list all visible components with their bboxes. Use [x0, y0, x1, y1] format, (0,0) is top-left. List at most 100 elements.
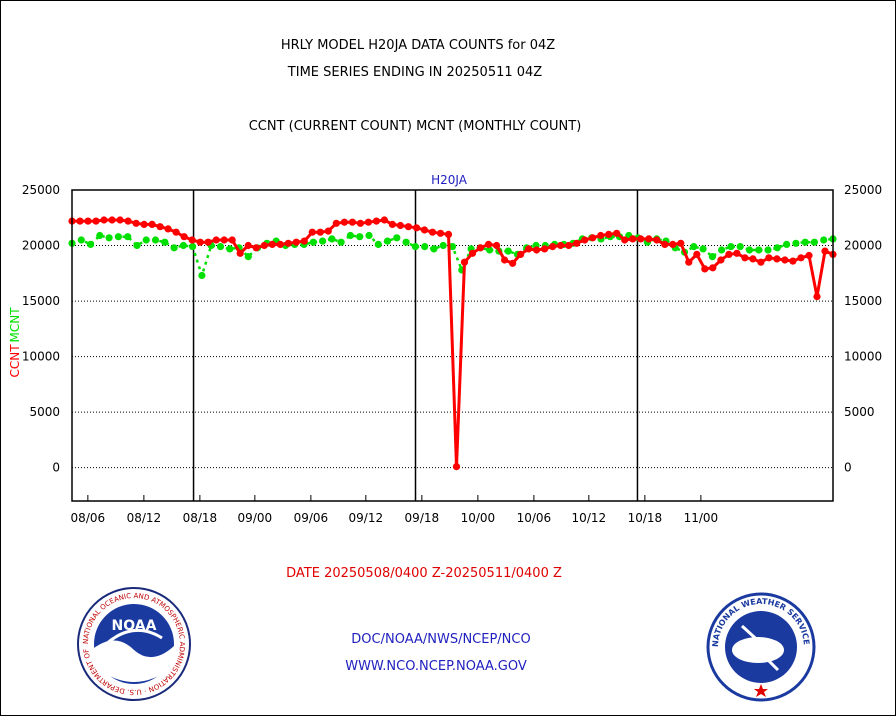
- data-point-ccnt: [300, 237, 308, 245]
- data-point-mcnt: [216, 243, 225, 251]
- website-link[interactable]: WWW.NCO.NCEP.NOAA.GOV: [345, 659, 527, 674]
- y-tick-label-right: 10000: [844, 350, 882, 364]
- data-point-ccnt: [260, 241, 268, 250]
- data-point-mcnt: [226, 245, 234, 253]
- data-point-ccnt: [420, 226, 429, 234]
- x-tick-labels: 08/06 08/12 08/18 09/00 09/06 09/12 09/18 10/00…: [71, 495, 719, 525]
- data-point-ccnt: [316, 228, 324, 236]
- data-point-ccnt: [749, 255, 757, 263]
- data-point-mcnt: [337, 238, 345, 246]
- data-point-ccnt: [597, 231, 605, 240]
- data-point-ccnt: [773, 255, 781, 263]
- data-point-mcnt: [402, 238, 410, 246]
- data-point-ccnt: [517, 250, 525, 258]
- data-point-ccnt: [725, 250, 733, 258]
- x-tick-label: 08/12: [127, 511, 162, 525]
- data-point-mcnt: [133, 241, 141, 250]
- data-point-ccnt: [661, 240, 669, 248]
- data-point-ccnt: [428, 228, 437, 236]
- series-group: [68, 216, 837, 471]
- chart-title-line1: HRLY MODEL H20JA DATA COUNTS for 04Z: [280, 38, 556, 53]
- y-tick-label-left: 20000: [22, 239, 60, 253]
- x-tick-label: 08/18: [183, 511, 218, 525]
- noaa-logo-text: NOAA: [112, 618, 157, 634]
- data-point-ccnt: [140, 220, 148, 228]
- data-point-ccnt: [493, 241, 501, 250]
- data-point-ccnt: [605, 230, 613, 238]
- data-point-ccnt: [701, 265, 709, 273]
- vertical-dividers: [192, 190, 639, 501]
- data-point-mcnt: [365, 231, 373, 240]
- data-point-ccnt: [124, 217, 132, 225]
- data-point-mcnt: [189, 243, 197, 251]
- series-line-mcnt: [71, 234, 834, 277]
- data-point-ccnt: [196, 238, 204, 246]
- data-point-mcnt: [170, 244, 178, 252]
- data-point-ccnt: [116, 216, 124, 224]
- data-point-ccnt: [693, 250, 701, 258]
- data-point-mcnt: [486, 246, 494, 254]
- data-point-mcnt: [810, 238, 819, 246]
- data-point-ccnt: [364, 218, 372, 226]
- y-tick-label-left: 0: [52, 461, 60, 475]
- data-point-mcnt: [699, 245, 707, 253]
- data-point-mcnt: [383, 237, 392, 245]
- data-point-ccnt: [276, 240, 284, 248]
- x-tick-label: 10/18: [628, 511, 663, 525]
- data-point-ccnt: [733, 249, 741, 257]
- data-point-mcnt: [393, 234, 401, 242]
- data-point-ccnt: [525, 245, 533, 253]
- data-point-ccnt: [573, 239, 581, 247]
- data-point-ccnt: [484, 240, 493, 248]
- data-point-mcnt: [105, 234, 113, 242]
- data-point-ccnt: [444, 230, 453, 238]
- y-tick-label-left: 5000: [29, 405, 60, 419]
- data-point-mcnt: [309, 238, 317, 246]
- data-point-ccnt: [108, 216, 116, 224]
- data-point-ccnt: [268, 240, 276, 248]
- data-point-ccnt: [204, 238, 212, 246]
- data-point-ccnt: [557, 241, 565, 250]
- x-tick-label: 11/00: [684, 511, 719, 525]
- data-point-ccnt: [236, 249, 244, 257]
- y-tick-label-right: 25000: [844, 183, 882, 197]
- data-point-ccnt: [709, 264, 717, 272]
- data-point-ccnt: [380, 216, 388, 224]
- plot-area-border: [71, 189, 834, 502]
- x-tick-label: 08/06: [71, 511, 106, 525]
- data-point-ccnt: [452, 463, 461, 471]
- data-point-ccnt: [621, 236, 629, 244]
- data-point-mcnt: [374, 240, 382, 248]
- y-tick-label-right: 20000: [844, 239, 882, 253]
- data-point-ccnt: [789, 257, 797, 265]
- data-point-ccnt: [164, 225, 172, 233]
- data-point-mcnt: [439, 241, 447, 250]
- data-point-mcnt: [773, 244, 781, 252]
- data-point-ccnt: [412, 224, 421, 232]
- data-point-ccnt: [228, 236, 236, 244]
- data-point-ccnt: [741, 254, 749, 262]
- y-tick-label-right: 15000: [844, 294, 882, 308]
- y-tick-label-left: 25000: [22, 183, 60, 197]
- data-point-ccnt: [84, 217, 92, 225]
- data-point-mcnt: [151, 236, 160, 244]
- data-point-ccnt: [805, 251, 813, 260]
- data-point-mcnt: [198, 271, 206, 280]
- nws-logo-icon: NATIONAL WEATHER SERVICE: [706, 592, 816, 702]
- data-point-mcnt: [179, 241, 187, 250]
- data-point-ccnt: [188, 236, 196, 244]
- x-tick-label: 10/12: [572, 511, 607, 525]
- data-point-ccnt: [148, 220, 156, 228]
- data-point-ccnt: [284, 239, 292, 247]
- data-point-ccnt: [765, 254, 773, 262]
- data-point-ccnt: [581, 236, 589, 244]
- data-point-mcnt: [755, 246, 763, 254]
- data-point-ccnt: [541, 245, 549, 253]
- data-point-mcnt: [161, 238, 169, 246]
- data-point-mcnt: [77, 236, 85, 244]
- noaa-logo-icon: NOAA NATIONAL OCEANIC AND ATMOSPHERIC AD…: [76, 586, 191, 701]
- data-point-ccnt: [717, 256, 725, 264]
- org-label: DOC/NOAA/NWS/NCEP/NCO: [351, 632, 531, 647]
- data-point-ccnt: [685, 258, 693, 266]
- data-point-ccnt: [677, 239, 685, 247]
